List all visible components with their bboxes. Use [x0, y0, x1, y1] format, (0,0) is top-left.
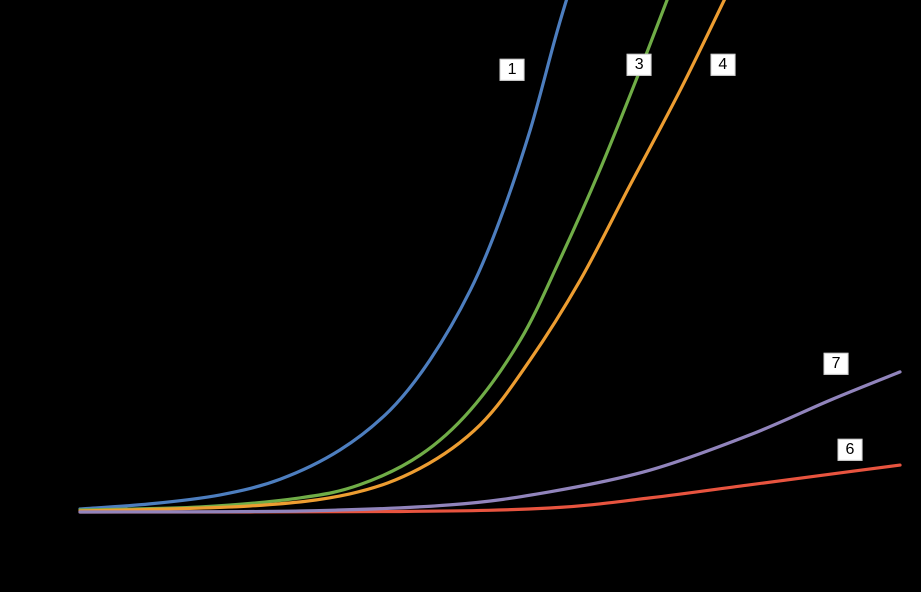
- curve-series-4: [78, 0, 727, 513]
- curve-series-7: [78, 370, 902, 514]
- curve-label-7: 7: [823, 352, 849, 376]
- curve-series-1: [78, 0, 569, 511]
- curve-series-6: [78, 463, 902, 514]
- curve-series-3: [78, 0, 669, 512]
- curve-label-6: 6: [837, 438, 863, 462]
- curve-label-1: 1: [499, 58, 525, 82]
- curve-label-3: 3: [626, 53, 652, 77]
- curve-label-4: 4: [710, 53, 736, 77]
